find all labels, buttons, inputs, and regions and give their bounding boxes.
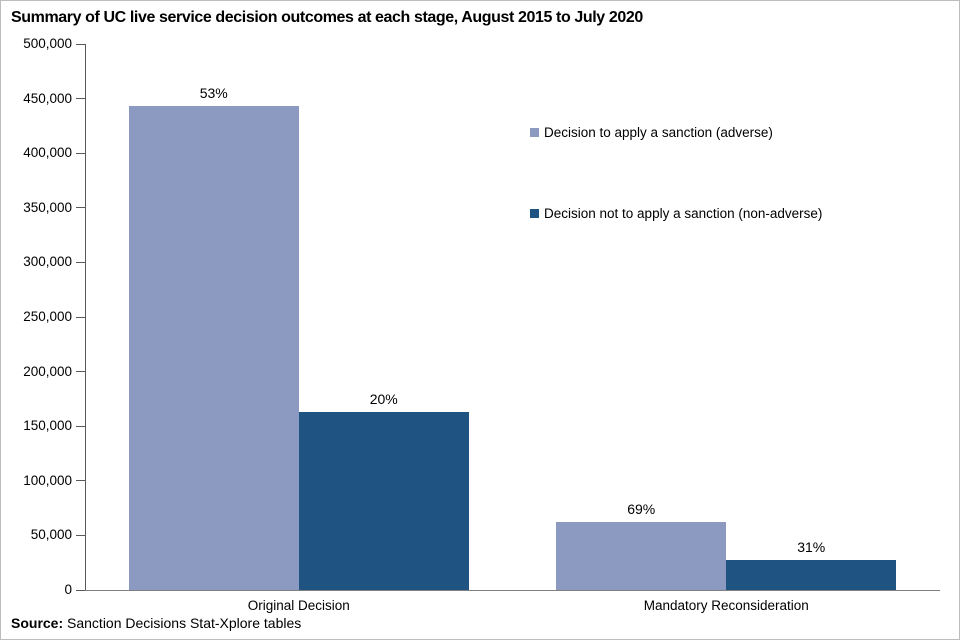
bar-data-label: 53% — [199, 85, 228, 101]
source-line: Source: Sanction Decisions Stat-Xplore t… — [11, 615, 301, 631]
y-axis-tick-label: 350,000 — [23, 199, 72, 215]
legend-item-adverse: Decision to apply a sanction (adverse) — [530, 124, 773, 141]
x-axis-category-label: Mandatory Reconsideration — [643, 598, 809, 613]
y-axis-tick-label: 450,000 — [23, 90, 72, 106]
chart-title: Summary of UC live service decision outc… — [11, 9, 643, 26]
y-axis-tick-mark — [76, 261, 85, 263]
y-axis-tick-label: 200,000 — [23, 363, 72, 379]
y-axis-tick-label: 250,000 — [23, 309, 72, 324]
legend-swatch-adverse-icon — [530, 128, 539, 137]
x-axis-line — [85, 590, 940, 591]
bar-data-label: 31% — [797, 539, 826, 555]
legend-item-non-adverse: Decision not to apply a sanction (non-ad… — [530, 205, 822, 222]
y-axis-tick-mark — [76, 316, 85, 318]
plot-area: 0 50,000 100,000 150,000 200,000 250,000 300,0… — [23, 36, 940, 613]
y-axis-tick-mark — [76, 589, 85, 591]
y-axis-tick-mark — [76, 480, 85, 482]
y-axis-tick-mark — [76, 425, 85, 427]
legend-label-non-adverse: Decision not to apply a sanction (non-ad… — [544, 206, 823, 221]
y-axis-tick-mark — [76, 98, 85, 100]
bar-non-adverse — [298, 412, 469, 590]
y-axis-tick-label: 500,000 — [23, 36, 72, 51]
y-axis-tick-label: 300,000 — [23, 254, 72, 270]
y-axis-tick-label: 0 — [64, 582, 72, 597]
y-axis-tick-mark — [76, 43, 85, 45]
y-axis-tick-label: 400,000 — [23, 145, 72, 161]
y-axis-tick-mark — [76, 534, 85, 536]
bar-non-adverse — [726, 560, 897, 590]
legend-label-adverse: Decision to apply a sanction (adverse) — [544, 125, 773, 140]
source-text: Sanction Decisions Stat-Xplore tables — [63, 615, 302, 631]
legend-swatch-non-adverse-icon — [530, 209, 539, 218]
y-axis-tick-label: 150,000 — [23, 418, 72, 434]
bar-data-label: 20% — [369, 391, 398, 407]
bar-data-label: 69% — [627, 501, 656, 517]
y-axis-tick-label: 50,000 — [30, 527, 72, 543]
y-axis-tick-mark — [76, 371, 85, 373]
source-prefix: Source: — [11, 615, 64, 631]
x-axis-category-label: Original Decision — [247, 598, 350, 613]
bar-adverse — [556, 522, 727, 590]
y-axis-tick-mark — [76, 152, 85, 154]
y-axis-tick-label: 100,000 — [23, 472, 72, 488]
bar-adverse — [128, 106, 299, 590]
y-axis-line — [85, 44, 86, 590]
y-axis-tick-mark — [76, 207, 85, 209]
